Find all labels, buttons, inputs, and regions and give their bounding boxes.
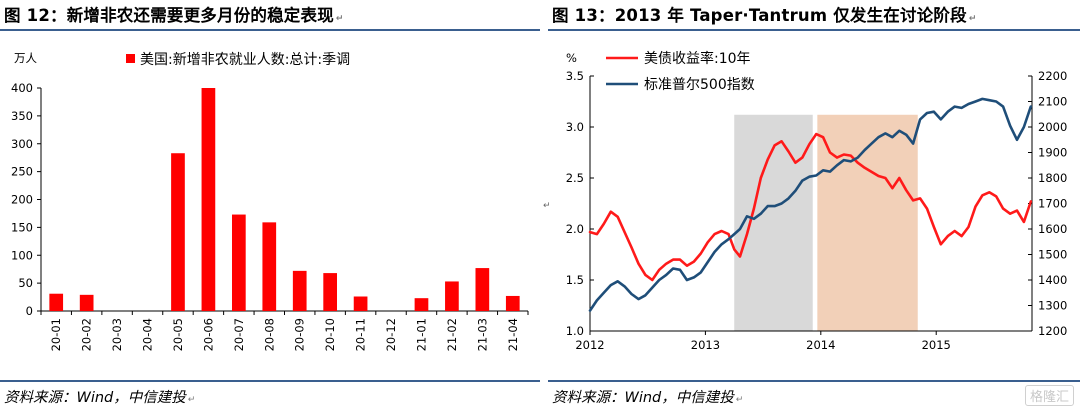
x-tick-label: 21-02: [445, 318, 459, 351]
source-text: 资料来源：Wind，中信建投: [4, 390, 186, 406]
bar: [414, 298, 429, 311]
bar: [475, 268, 490, 311]
shaded-period: [734, 114, 813, 331]
return-mark: ↵: [968, 14, 977, 24]
y-left-tick-label: 3.0: [566, 120, 584, 134]
x-tick-label: 21-01: [414, 318, 428, 351]
bar: [505, 295, 520, 311]
bar: [292, 270, 307, 311]
bar: [171, 153, 185, 311]
bar: [201, 88, 216, 311]
bar: [445, 281, 459, 311]
bar: [231, 214, 246, 311]
y-left-tick-label: 2.5: [566, 171, 584, 185]
y-tick-label: 0: [26, 304, 33, 318]
x-tick-label: 20-10: [323, 318, 337, 351]
x-tick-label: 20-09: [293, 318, 307, 351]
figure-title-text: 图 12：新增非农还需要更多月份的稳定表现: [4, 6, 334, 25]
x-tick-label: 20-01: [49, 318, 63, 351]
y-tick-label: 350: [11, 109, 33, 123]
return-mark: ↵: [735, 395, 744, 405]
y-left-unit-label: %: [566, 51, 577, 65]
figure-title: 图 12：新增非农还需要更多月份的稳定表现 ↵: [4, 2, 344, 26]
x-tick-label: 20-06: [201, 318, 215, 351]
line-chart: % 1.0 1.5 2.0 2.5 3.0 3.5 1200 1300 1400 1500 1600…: [566, 50, 1068, 352]
y-right-tick-label: 1200: [1038, 324, 1067, 338]
y-right-tick-label: 2200: [1038, 69, 1067, 83]
y-tick-label: 250: [11, 165, 33, 179]
axes: 1.0 1.5 2.0 2.5 3.0 3.5 1200 1300 1400 1500 1600 17…: [566, 69, 1068, 352]
source-note: 资料来源：Wind，中信建投 ↵: [552, 386, 743, 407]
x-tick-label: 20-04: [141, 318, 155, 351]
y-left-tick-label: 1.5: [566, 273, 584, 287]
x-tick-label: 20-12: [384, 318, 398, 351]
return-mark: ↵: [187, 395, 196, 405]
x-tick-label: 2013: [691, 338, 720, 352]
y-right-tick-label: 1300: [1038, 299, 1067, 313]
y-axis: 0 50 100 150 200 250 300 350 400: [11, 81, 42, 318]
shaded-periods: [734, 114, 918, 331]
legend-label: 美国:新增非农就业人数:总计:季调: [140, 52, 350, 68]
y-right-tick-label: 1600: [1038, 222, 1067, 236]
bar: [79, 294, 94, 311]
y-right-tick-label: 1500: [1038, 248, 1067, 262]
series-line: [588, 132, 1033, 282]
footer-rule: [548, 380, 1080, 382]
x-axis: 20-01 20-02 20-03 20-04 20-05 20-06 20-07 20-08…: [40, 310, 529, 351]
bar: [262, 222, 277, 311]
x-tick-label: 2014: [806, 338, 835, 352]
y-tick-label: 400: [11, 81, 33, 95]
y-tick-label: 200: [11, 193, 33, 207]
y-right-tick-label: 2000: [1038, 120, 1067, 134]
y-tick-label: 50: [18, 276, 33, 290]
x-tick-label: 21-04: [506, 318, 520, 351]
y-tick-label: 100: [11, 248, 33, 262]
series-line: [588, 97, 1033, 312]
y-right-tick-label: 2100: [1038, 95, 1067, 109]
x-tick-label: 20-11: [354, 318, 368, 351]
title-rule: [548, 29, 1080, 31]
x-tick-label: 2015: [922, 338, 951, 352]
y-left-tick-label: 1.0: [566, 324, 584, 338]
x-tick-label: 20-03: [110, 318, 124, 351]
figure-title-text: 图 13：2013 年 Taper·Tantrum 仅发生在讨论阶段: [552, 6, 967, 25]
source-text: 资料来源：Wind，中信建投: [552, 390, 734, 406]
y-right-tick-label: 1900: [1038, 146, 1067, 160]
watermark-logo: 格隆汇: [1024, 385, 1074, 406]
y-right-tick-label: 1800: [1038, 171, 1067, 185]
y-right-tick-label: 1400: [1038, 273, 1067, 287]
bar: [323, 273, 338, 311]
bar: [353, 296, 368, 311]
footer-rule: [0, 380, 540, 382]
bars: [49, 88, 520, 311]
y-left-tick-label: 2.0: [566, 222, 584, 236]
y-tick-label: 150: [11, 220, 33, 234]
y-tick-label: 300: [11, 137, 33, 151]
x-tick-label: 20-08: [262, 318, 276, 351]
legend-label: 美债收益率:10年: [644, 50, 751, 67]
y-left-tick-label: 3.5: [566, 69, 584, 83]
right-figure: 图 13：2013 年 Taper·Tantrum 仅发生在讨论阶段 ↵ % 1.…: [548, 0, 1080, 408]
legend-label: 标准普尔500指数: [644, 77, 755, 93]
y-unit-label: 万人: [14, 51, 37, 65]
left-figure: 图 12：新增非农还需要更多月份的稳定表现 ↵ 万人 美国:新增非农就业人数:总计…: [0, 2, 540, 407]
bar: [49, 293, 64, 311]
return-mark: ↵: [335, 14, 344, 24]
source-note: 资料来源：Wind，中信建投 ↵: [4, 386, 195, 407]
legend-swatch: [126, 54, 135, 63]
y-right-tick-label: 1700: [1038, 197, 1067, 211]
return-mark: ↵: [543, 201, 551, 211]
x-tick-label: 2012: [575, 338, 604, 352]
figure-title: 图 13：2013 年 Taper·Tantrum 仅发生在讨论阶段 ↵: [552, 2, 977, 26]
x-tick-label: 21-03: [475, 318, 489, 351]
x-tick-label: 20-05: [171, 318, 185, 351]
bar-chart: 万人 美国:新增非农就业人数:总计:季调 0 50 100 150 200 250 300 3…: [11, 51, 529, 351]
x-tick-label: 20-07: [232, 318, 246, 351]
series-lines: [588, 97, 1033, 312]
x-tick-label: 20-02: [80, 318, 94, 351]
title-rule: [0, 29, 540, 31]
shaded-period: [817, 114, 918, 331]
